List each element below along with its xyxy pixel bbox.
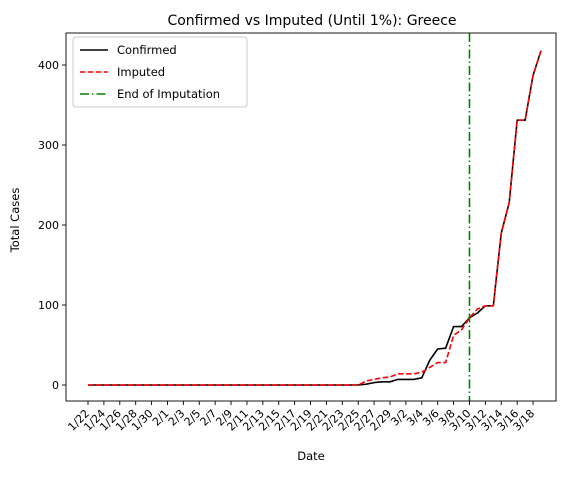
y-tick-label: 200	[38, 219, 59, 232]
y-axis-label: Total Cases	[8, 188, 22, 254]
series-line-imputed	[88, 50, 542, 386]
y-tick-label: 100	[38, 299, 59, 312]
y-tick-label: 300	[38, 139, 59, 152]
y-tick-label: 0	[52, 379, 59, 392]
legend: Confirmed Imputed End of Imputation	[72, 36, 248, 108]
plot-frame	[65, 32, 557, 402]
legend-label: Confirmed	[117, 43, 177, 57]
x-axis-label: Date	[297, 449, 325, 463]
legend-label: End of Imputation	[117, 87, 220, 101]
y-tick-label: 400	[38, 59, 59, 72]
legend-box	[72, 36, 248, 108]
chart-title: Confirmed vs Imputed (Until 1%): Greece	[167, 13, 456, 29]
legend-label: Imputed	[117, 65, 165, 79]
plot-area	[88, 33, 542, 401]
